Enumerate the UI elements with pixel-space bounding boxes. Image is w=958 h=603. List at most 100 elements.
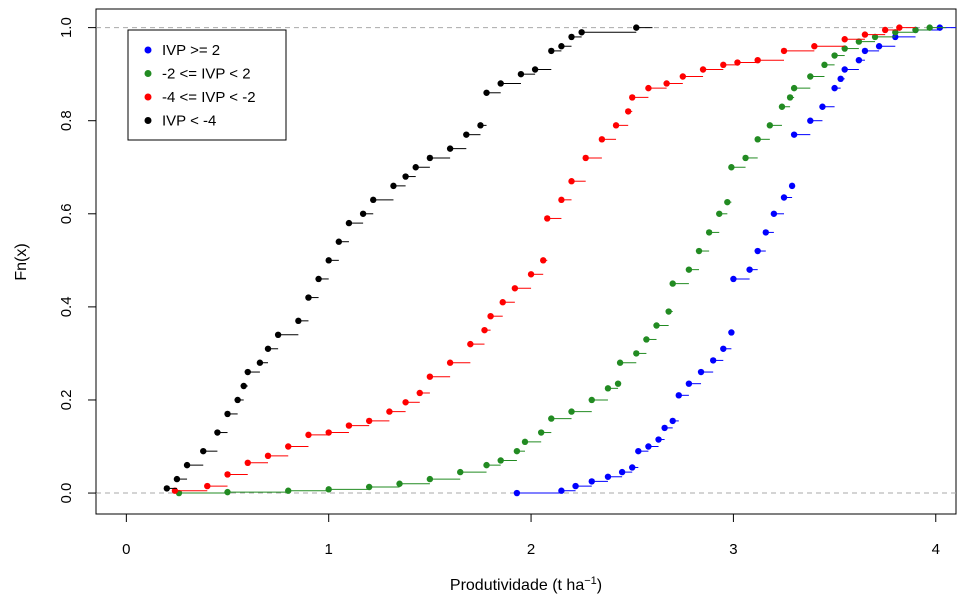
data-point xyxy=(446,145,454,152)
data-point xyxy=(558,43,565,50)
data-point xyxy=(412,164,419,171)
data-point xyxy=(855,38,863,45)
data-point xyxy=(746,266,753,273)
data-point xyxy=(645,84,652,92)
data-point xyxy=(604,385,612,392)
data-point xyxy=(537,429,545,436)
legend-marker xyxy=(144,93,152,101)
y-tick-label: 1.0 xyxy=(58,17,75,38)
data-point xyxy=(661,424,668,432)
data-point xyxy=(244,459,251,467)
data-point xyxy=(517,70,525,78)
x-axis-label: Produtividade (t ha−1) xyxy=(450,575,602,594)
data-point xyxy=(728,329,735,336)
data-point xyxy=(315,275,322,283)
y-tick-label: 0.6 xyxy=(58,203,75,224)
data-point xyxy=(811,43,818,50)
x-tick-label: 2 xyxy=(527,541,535,558)
data-point xyxy=(663,80,670,87)
data-point xyxy=(598,136,606,143)
data-point xyxy=(483,461,490,469)
data-point xyxy=(370,196,377,204)
data-point xyxy=(762,229,769,236)
data-point xyxy=(669,417,676,425)
data-point xyxy=(274,331,282,339)
data-point xyxy=(335,238,343,245)
legend-box xyxy=(127,29,287,141)
data-point xyxy=(244,368,251,376)
data-point xyxy=(544,215,551,222)
data-point xyxy=(786,94,794,101)
data-point xyxy=(558,196,565,204)
data-point xyxy=(841,45,848,52)
data-point xyxy=(204,482,211,490)
data-point xyxy=(730,275,737,283)
data-point xyxy=(483,89,490,96)
data-point xyxy=(720,345,727,352)
legend-marker xyxy=(144,117,152,124)
data-point xyxy=(807,117,814,124)
data-point xyxy=(359,210,367,217)
data-point xyxy=(325,257,332,264)
data-point xyxy=(705,229,713,236)
data-point xyxy=(426,373,434,380)
data-point xyxy=(612,122,620,129)
data-point xyxy=(240,382,247,390)
data-point xyxy=(548,47,555,55)
data-point xyxy=(790,131,798,138)
data-point xyxy=(513,489,521,497)
data-point xyxy=(616,359,624,366)
data-point xyxy=(582,154,589,162)
data-point xyxy=(214,429,221,436)
data-point xyxy=(831,52,838,59)
data-point xyxy=(896,24,903,31)
data-point xyxy=(426,475,434,483)
data-point xyxy=(695,247,703,255)
data-point xyxy=(724,198,731,206)
data-point xyxy=(386,408,393,415)
legend-label: -4 <= IVP < -2 xyxy=(162,89,256,106)
data-point xyxy=(734,59,741,66)
data-point xyxy=(633,24,640,31)
y-axis-label: Fn(x) xyxy=(13,243,30,280)
series-ivp-4 xyxy=(163,24,653,492)
y-tick-label: 0.2 xyxy=(58,390,75,411)
data-point xyxy=(481,326,488,334)
data-point xyxy=(669,280,676,287)
data-point xyxy=(675,392,682,399)
y-tick-label: 0.4 xyxy=(58,296,75,317)
data-point xyxy=(264,452,272,460)
y-tick-label: 0.8 xyxy=(58,110,75,131)
data-point xyxy=(831,84,838,92)
data-point xyxy=(912,26,919,34)
data-point xyxy=(578,29,585,36)
data-point xyxy=(568,178,575,185)
data-point xyxy=(295,317,302,325)
data-point xyxy=(766,122,774,129)
data-point xyxy=(183,461,191,469)
data-point xyxy=(728,164,735,171)
x-axis: 0 1 2 3 4 xyxy=(122,513,940,558)
data-point xyxy=(588,478,595,485)
legend-label: IVP >= 2 xyxy=(162,42,220,59)
data-point xyxy=(467,340,474,348)
legend-label: -2 <= IVP < 2 xyxy=(162,66,251,83)
series-2-ivp-2 xyxy=(175,24,946,497)
data-point xyxy=(614,380,622,387)
data-point xyxy=(568,408,575,415)
data-point xyxy=(720,61,727,69)
data-point xyxy=(821,61,828,69)
data-point xyxy=(365,417,373,425)
data-point xyxy=(892,29,899,36)
data-point xyxy=(224,410,231,418)
data-point xyxy=(527,271,535,278)
x-tick-label: 1 xyxy=(325,541,333,558)
data-point xyxy=(497,457,504,464)
data-point xyxy=(665,308,672,315)
data-point xyxy=(234,396,241,404)
data-point xyxy=(742,154,749,162)
data-point xyxy=(855,56,863,64)
data-point xyxy=(679,73,687,80)
data-point xyxy=(497,80,504,87)
